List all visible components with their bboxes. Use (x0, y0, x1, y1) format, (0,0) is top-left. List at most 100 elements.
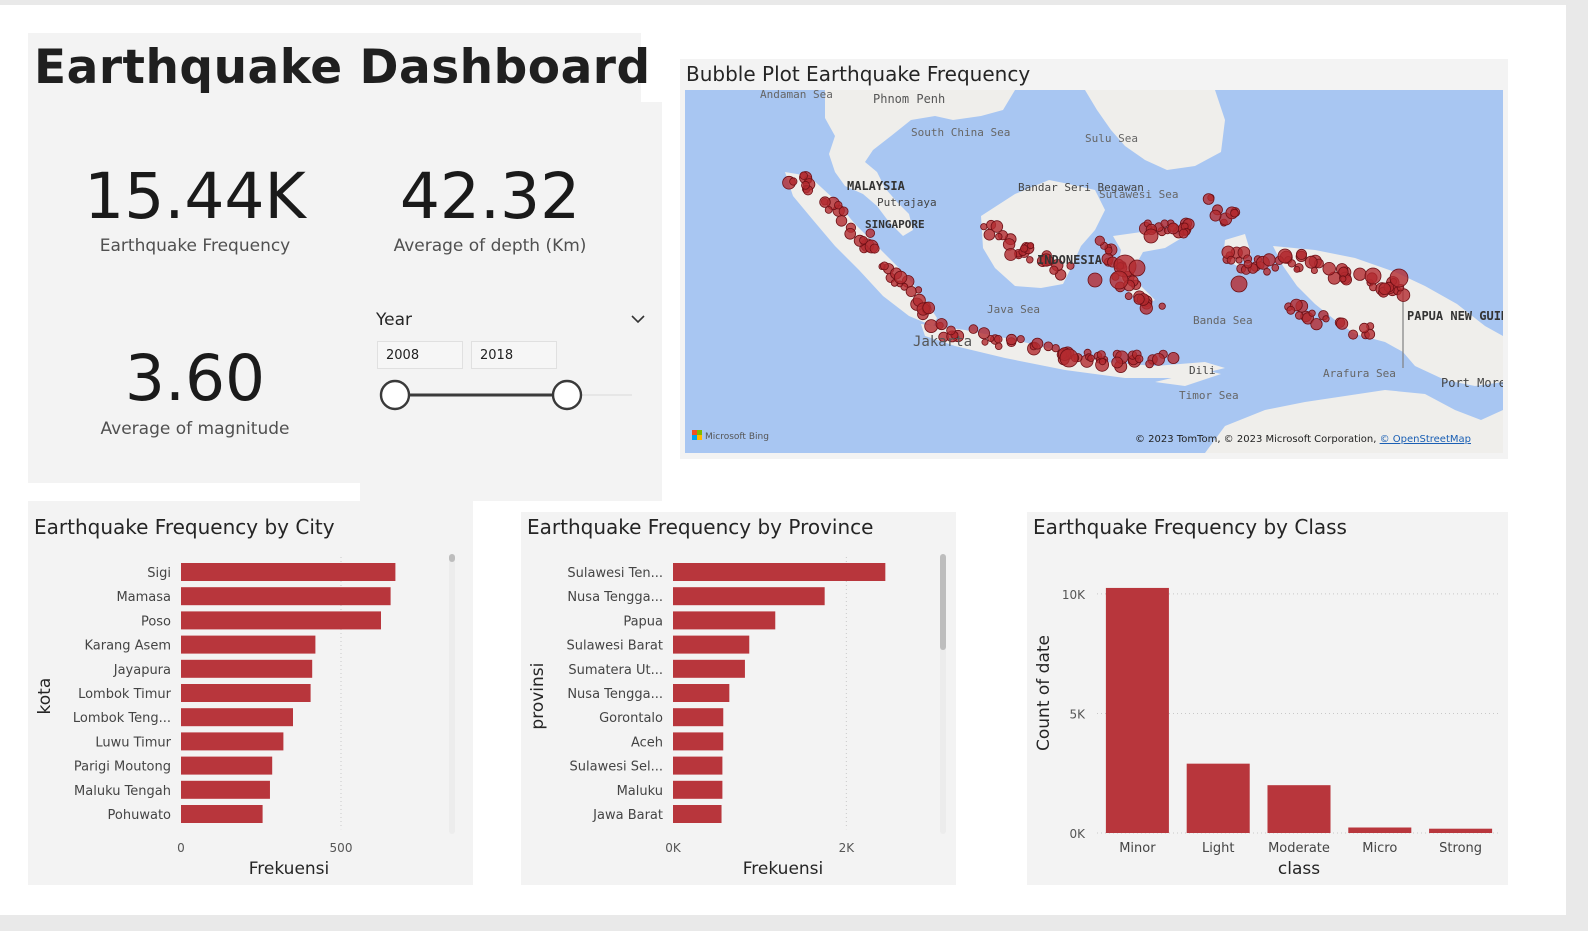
slider-end-handle[interactable] (551, 379, 583, 411)
bar[interactable] (673, 732, 724, 751)
earthquake-bubble[interactable] (1020, 244, 1029, 253)
earthquake-bubble-large[interactable] (1364, 267, 1382, 285)
earthquake-bubble[interactable] (1160, 219, 1169, 228)
earthquake-bubble[interactable] (1202, 193, 1215, 205)
scrollbar-thumb[interactable] (940, 554, 946, 650)
earthquake-bubble[interactable] (905, 285, 917, 297)
earthquake-bubble[interactable] (1322, 315, 1330, 323)
earthquake-bubble[interactable] (1016, 335, 1025, 344)
earthquake-bubble-large[interactable] (1230, 275, 1248, 293)
earthquake-bubble[interactable] (1049, 265, 1059, 275)
earthquake-bubble[interactable] (1310, 318, 1323, 331)
earthquake-bubble[interactable] (1226, 255, 1236, 265)
earthquake-bubble[interactable] (1026, 256, 1034, 264)
earthquake-bubble[interactable] (1135, 354, 1144, 364)
bar[interactable] (181, 708, 293, 727)
earthquake-bubble-large[interactable] (1087, 272, 1103, 288)
earthquake-bubble[interactable] (1005, 333, 1018, 346)
earthquake-bubble[interactable] (935, 318, 948, 331)
bar[interactable] (181, 780, 270, 799)
earthquake-bubble[interactable] (879, 261, 889, 271)
earthquake-bubble[interactable] (922, 301, 936, 315)
bar[interactable] (1429, 828, 1493, 833)
earthquake-bubble[interactable] (1096, 350, 1106, 360)
bar[interactable] (181, 756, 273, 775)
earthquake-bubble[interactable] (1178, 228, 1189, 239)
earthquake-bubble[interactable] (1094, 235, 1105, 246)
earthquake-bubble[interactable] (987, 334, 995, 342)
earthquake-bubble[interactable] (1295, 311, 1304, 320)
earthquake-bubble[interactable] (1286, 305, 1296, 315)
earthquake-bubble[interactable] (1167, 351, 1180, 364)
bar[interactable] (1267, 785, 1331, 833)
scrollbar-track[interactable] (449, 554, 455, 834)
earthquake-bubble[interactable] (859, 236, 868, 245)
earthquake-bubble[interactable] (994, 342, 1003, 351)
earthquake-bubble[interactable] (1031, 337, 1044, 350)
year-end-input[interactable]: 2018 (471, 341, 557, 369)
earthquake-bubble[interactable] (1308, 309, 1316, 317)
earthquake-bubble[interactable] (1104, 246, 1113, 255)
bar[interactable] (181, 611, 381, 630)
earthquake-bubble[interactable] (924, 319, 939, 334)
bar[interactable] (1186, 763, 1250, 833)
bar[interactable] (673, 805, 722, 823)
earthquake-bubble[interactable] (819, 196, 831, 208)
earthquake-bubble[interactable] (801, 180, 810, 190)
bar[interactable] (673, 611, 776, 630)
earthquake-bubble[interactable] (1158, 302, 1166, 310)
earthquake-bubble[interactable] (838, 206, 849, 217)
earthquake-bubble[interactable] (1124, 292, 1133, 301)
earthquake-bubble-large[interactable] (1109, 270, 1129, 290)
earthquake-bubble[interactable] (1152, 352, 1165, 366)
earthquake-bubble[interactable] (1209, 209, 1222, 222)
earthquake-bubble-large[interactable] (1059, 348, 1079, 368)
bar[interactable] (181, 563, 396, 581)
bar[interactable] (673, 756, 723, 775)
bar[interactable] (181, 684, 311, 702)
earthquake-bubble[interactable] (1051, 344, 1060, 353)
bar[interactable] (181, 732, 284, 751)
earthquake-bubble[interactable] (1243, 259, 1253, 269)
earthquake-bubble[interactable] (983, 228, 996, 241)
earthquake-bubble-large[interactable] (1277, 248, 1293, 264)
earthquake-bubble[interactable] (799, 171, 808, 180)
bubble-map[interactable]: Andaman Sea Phnom Penh South China Sea S… (685, 90, 1503, 453)
slider-start-handle[interactable] (379, 379, 411, 411)
earthquake-bubble[interactable] (1287, 259, 1296, 268)
earthquake-bubble[interactable] (994, 334, 1003, 344)
earthquake-bubble-large[interactable] (1128, 259, 1146, 277)
earthquake-bubble[interactable] (1043, 341, 1054, 352)
earthquake-bubble[interactable] (1004, 248, 1018, 261)
earthquake-bubble[interactable] (1027, 242, 1035, 250)
earthquake-bubble[interactable] (1353, 267, 1367, 281)
earthquake-bubble[interactable] (893, 270, 908, 285)
bar[interactable] (673, 780, 723, 799)
earthquake-bubble[interactable] (968, 324, 979, 334)
earthquake-bubble[interactable] (1296, 248, 1308, 260)
bar[interactable] (181, 805, 263, 823)
earthquake-bubble[interactable] (1322, 261, 1336, 276)
earthquake-bubble[interactable] (1111, 356, 1124, 369)
bar[interactable] (673, 708, 724, 727)
earthquake-bubble-large[interactable] (1389, 268, 1409, 288)
earthquake-bubble[interactable] (1304, 255, 1318, 269)
earthquake-bubble[interactable] (1262, 253, 1276, 267)
earthquake-bubble[interactable] (1293, 265, 1301, 273)
bar[interactable] (1348, 827, 1412, 833)
earthquake-bubble[interactable] (946, 325, 956, 336)
earthquake-bubble[interactable] (995, 232, 1003, 241)
earthquake-bubble[interactable] (869, 243, 880, 254)
earthquake-bubble-large[interactable] (1143, 228, 1159, 244)
earthquake-bubble[interactable] (990, 220, 1004, 233)
bar[interactable] (181, 635, 316, 654)
earthquake-bubble[interactable] (1098, 357, 1107, 366)
earthquake-bubble[interactable] (1145, 359, 1154, 369)
bar[interactable] (673, 635, 750, 654)
earthquake-bubble[interactable] (865, 228, 876, 238)
earthquake-bubble[interactable] (1310, 266, 1318, 274)
earthquake-bubble[interactable] (824, 206, 833, 214)
year-start-input[interactable]: 2008 (377, 341, 463, 369)
earthquake-bubble[interactable] (1039, 253, 1053, 267)
scrollbar-thumb[interactable] (449, 554, 455, 562)
